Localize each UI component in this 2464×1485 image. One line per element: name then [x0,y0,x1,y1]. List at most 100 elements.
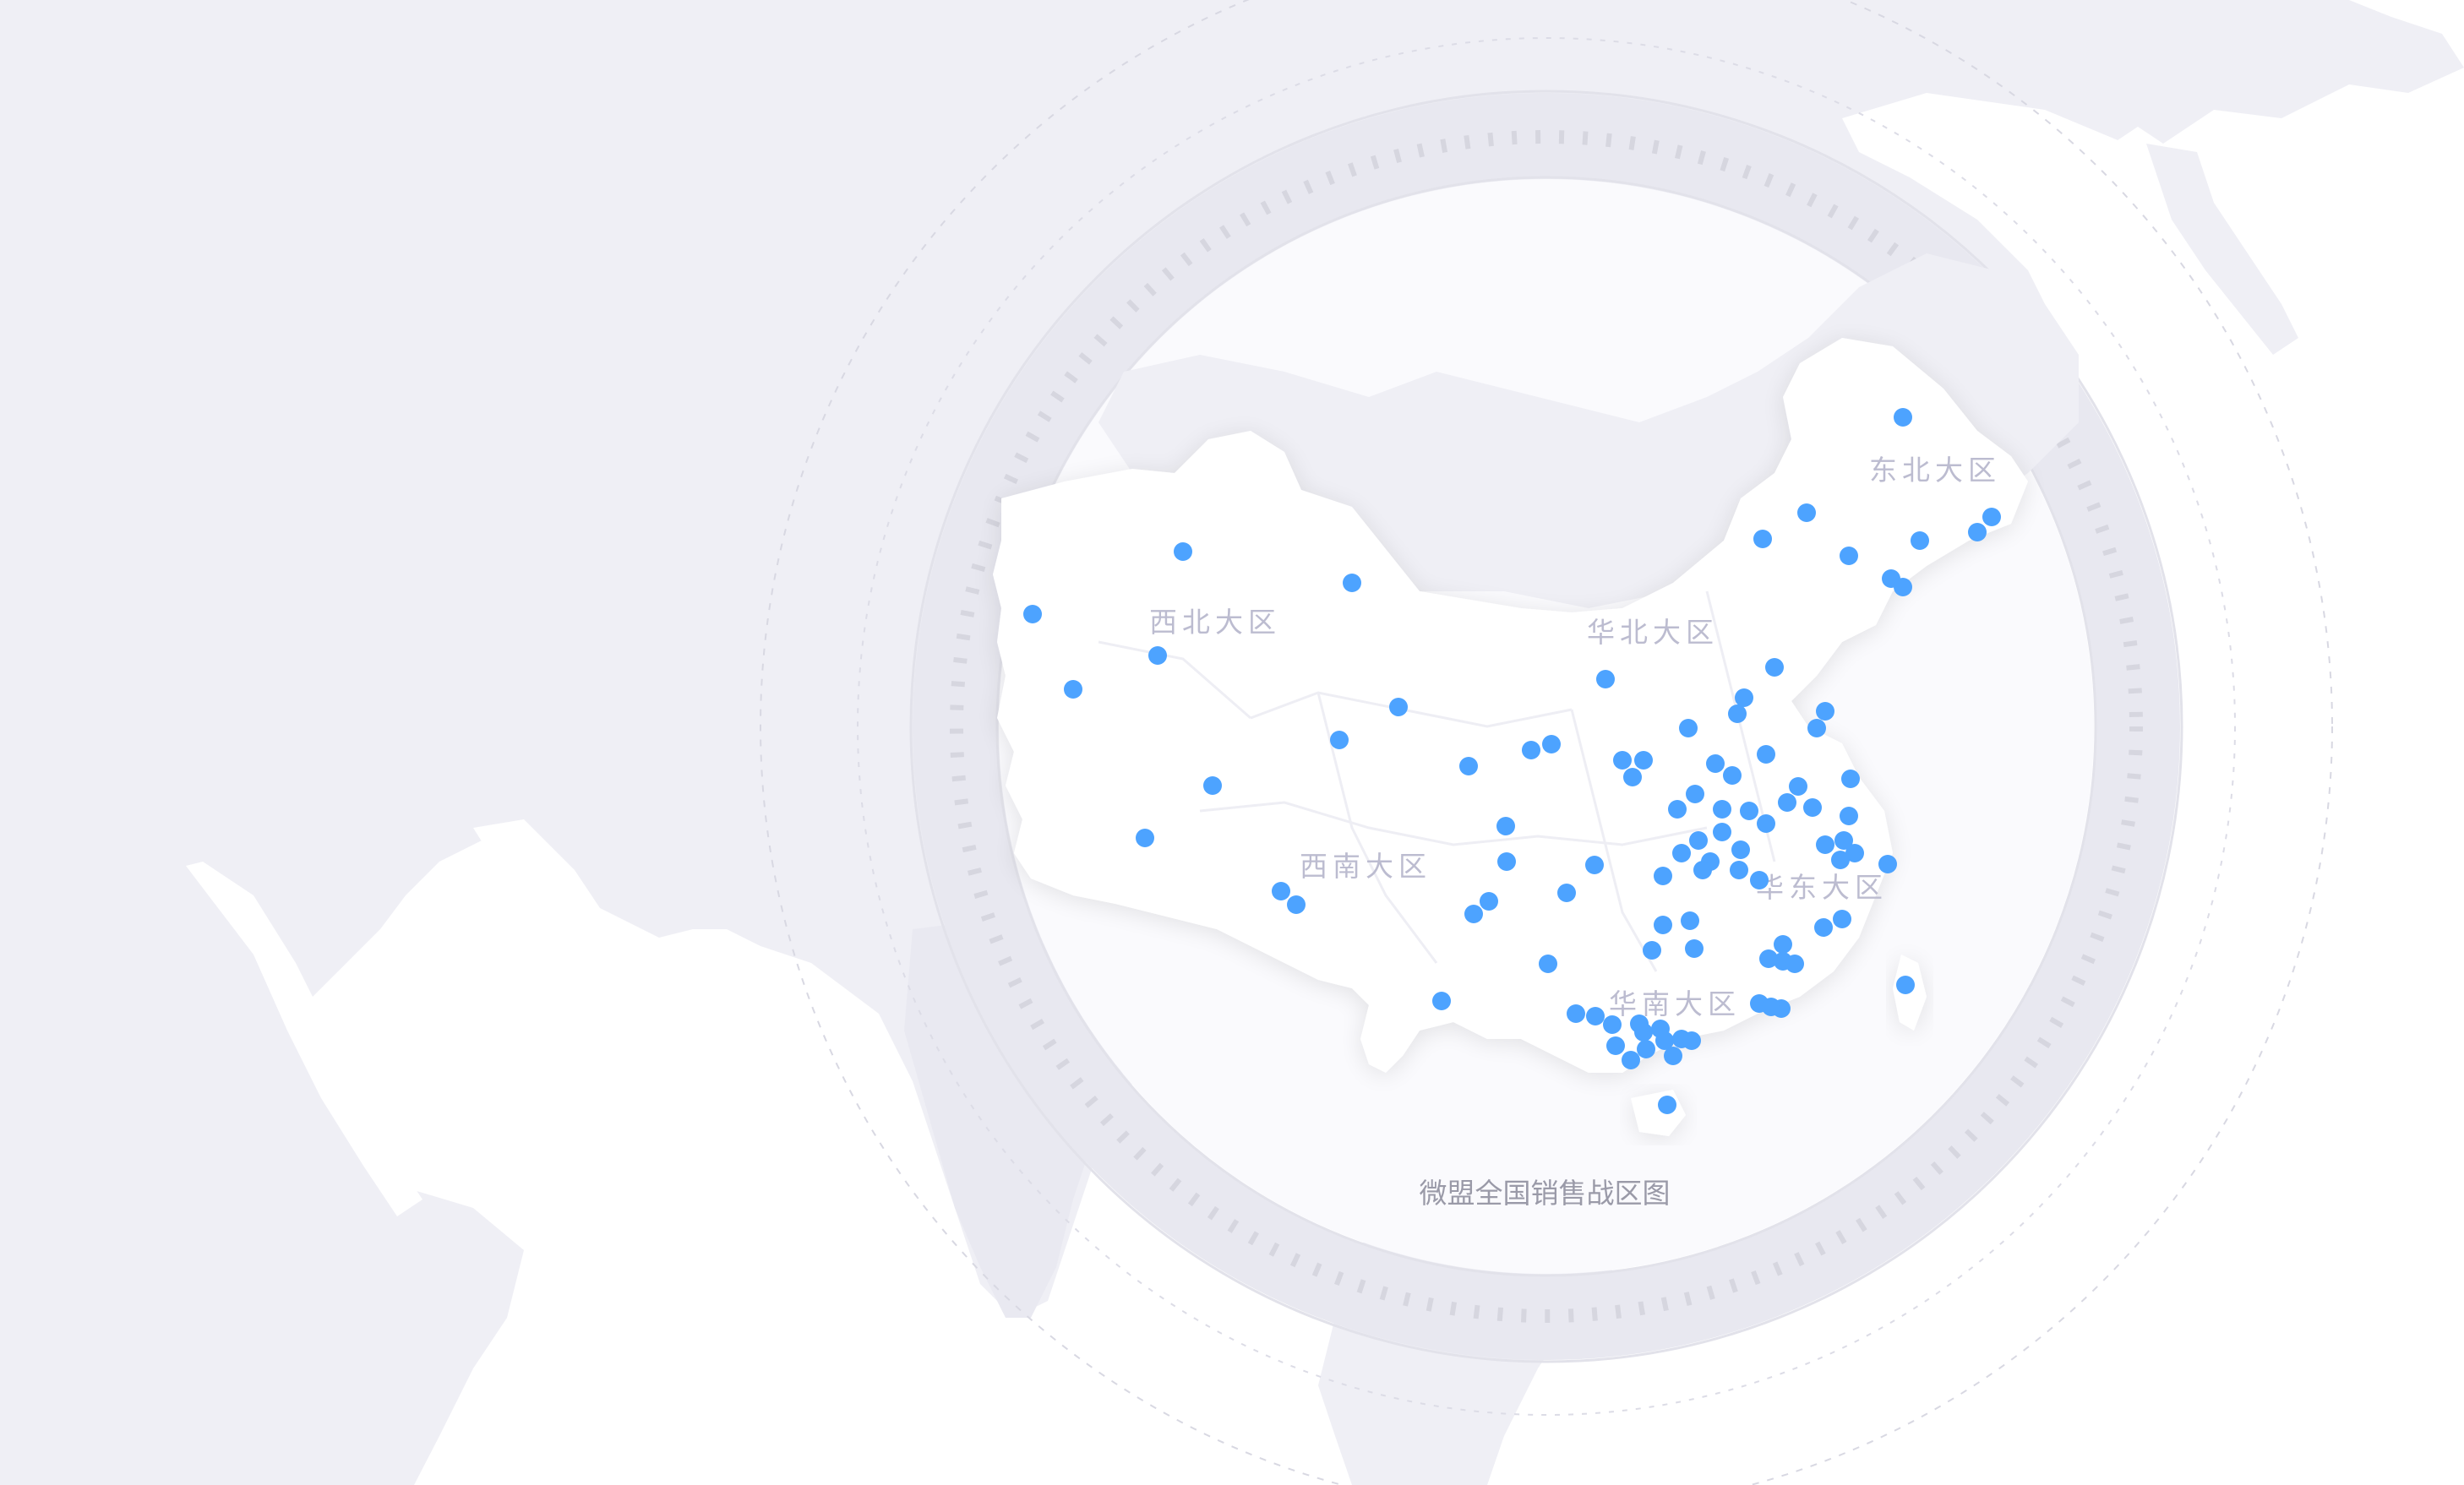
city-marker [1706,754,1725,773]
city-marker [1654,867,1672,885]
city-marker [1464,905,1483,923]
city-marker [1693,861,1712,879]
city-marker [1389,698,1408,716]
city-marker [1840,547,1858,565]
ring-outline-inner [995,176,2097,1277]
landmass-africa [0,845,524,1485]
ring-ticks [950,130,2143,1323]
city-marker [1557,884,1576,902]
city-marker [1023,605,1042,623]
city-marker [1789,777,1807,796]
city-marker [1841,770,1860,788]
city-marker [1668,800,1687,819]
city-marker [1774,935,1792,954]
city-marker [1682,1031,1701,1050]
city-marker [1797,503,1816,522]
city-marker [1723,766,1742,785]
city-marker [1567,1004,1585,1023]
city-marker [1586,1007,1605,1025]
city-marker [1831,851,1850,869]
city-marker [1148,646,1167,665]
city-marker [1497,852,1516,871]
city-marker [1622,1051,1640,1069]
water-gulf [473,819,693,988]
city-marker [1596,670,1615,688]
city-marker [1643,941,1661,960]
city-marker [1816,835,1834,854]
city-marker [1623,768,1642,786]
city-marker [1750,871,1769,889]
city-marker [1834,831,1853,850]
city-marker [1658,1096,1676,1114]
city-marker [1807,719,1826,737]
city-marker [1968,523,1987,541]
city-marker [1672,844,1691,862]
city-marker [1840,807,1858,825]
city-marker [1894,578,1912,596]
city-marker [1911,531,1929,550]
city-marker [1603,1015,1622,1034]
city-marker [1803,798,1822,817]
region-label-north: 华北大区 [1587,616,1719,649]
city-marker [1689,831,1708,850]
city-marker [1606,1036,1625,1055]
city-marker [1731,840,1750,859]
city-marker [1757,745,1775,764]
city-marker [1681,911,1699,930]
city-marker [1459,757,1478,775]
city-marker [1757,814,1775,833]
landmass-japan [2146,144,2298,355]
city-marker [1432,992,1451,1010]
city-marker [1896,976,1915,994]
map-caption: 微盟全国销售战区图 [1420,1177,1671,1210]
city-marker [1542,735,1561,753]
city-marker [1585,856,1604,874]
water-red-sea [186,862,422,1216]
region-label-south: 华南大区 [1609,987,1741,1020]
city-marker [1686,785,1704,803]
city-marker [1878,855,1897,873]
city-marker [1785,955,1804,973]
region-label-northwest: 西北大区 [1149,606,1281,639]
city-marker [1713,800,1731,819]
city-marker [1637,1040,1655,1058]
city-marker [1759,949,1778,968]
city-marker [1679,719,1698,737]
city-marker [1634,1023,1653,1042]
city-marker [1762,998,1780,1016]
city-marker [1064,680,1082,699]
ring-outline-outer [909,90,2183,1363]
region-label-southwest: 西南大区 [1300,850,1431,883]
city-marker [1287,895,1306,914]
region-label-east: 华东大区 [1756,871,1888,904]
city-marker [1136,829,1154,847]
city-marker [1634,751,1653,770]
city-marker [1343,574,1361,592]
city-marker [1613,751,1632,770]
city-marker [1814,918,1833,937]
city-marker [1480,892,1498,911]
city-marker [1654,916,1672,934]
city-marker [1735,688,1753,707]
city-marker [1655,1031,1674,1050]
city-marker [1713,823,1731,841]
outer-dashed-ring [760,0,2333,1485]
mid-dashed-ring [857,37,2236,1416]
city-marker [1816,702,1834,721]
province-lines [1098,590,1776,972]
city-markers [1023,408,2001,1114]
city-marker [1728,704,1747,723]
city-marker [1833,910,1851,928]
city-marker [1845,844,1864,862]
city-marker [1778,793,1796,812]
city-marker [1203,776,1222,795]
city-marker [1982,508,2001,526]
city-marker [1496,817,1515,835]
city-marker [1174,542,1192,561]
region-label-northeast: 东北大区 [1869,454,2001,487]
city-marker [1740,802,1758,820]
china-mainland [993,338,2028,1073]
city-marker [1765,658,1784,677]
